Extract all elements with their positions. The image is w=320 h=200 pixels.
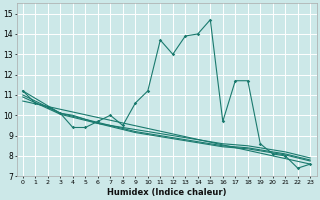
X-axis label: Humidex (Indice chaleur): Humidex (Indice chaleur)	[107, 188, 226, 197]
